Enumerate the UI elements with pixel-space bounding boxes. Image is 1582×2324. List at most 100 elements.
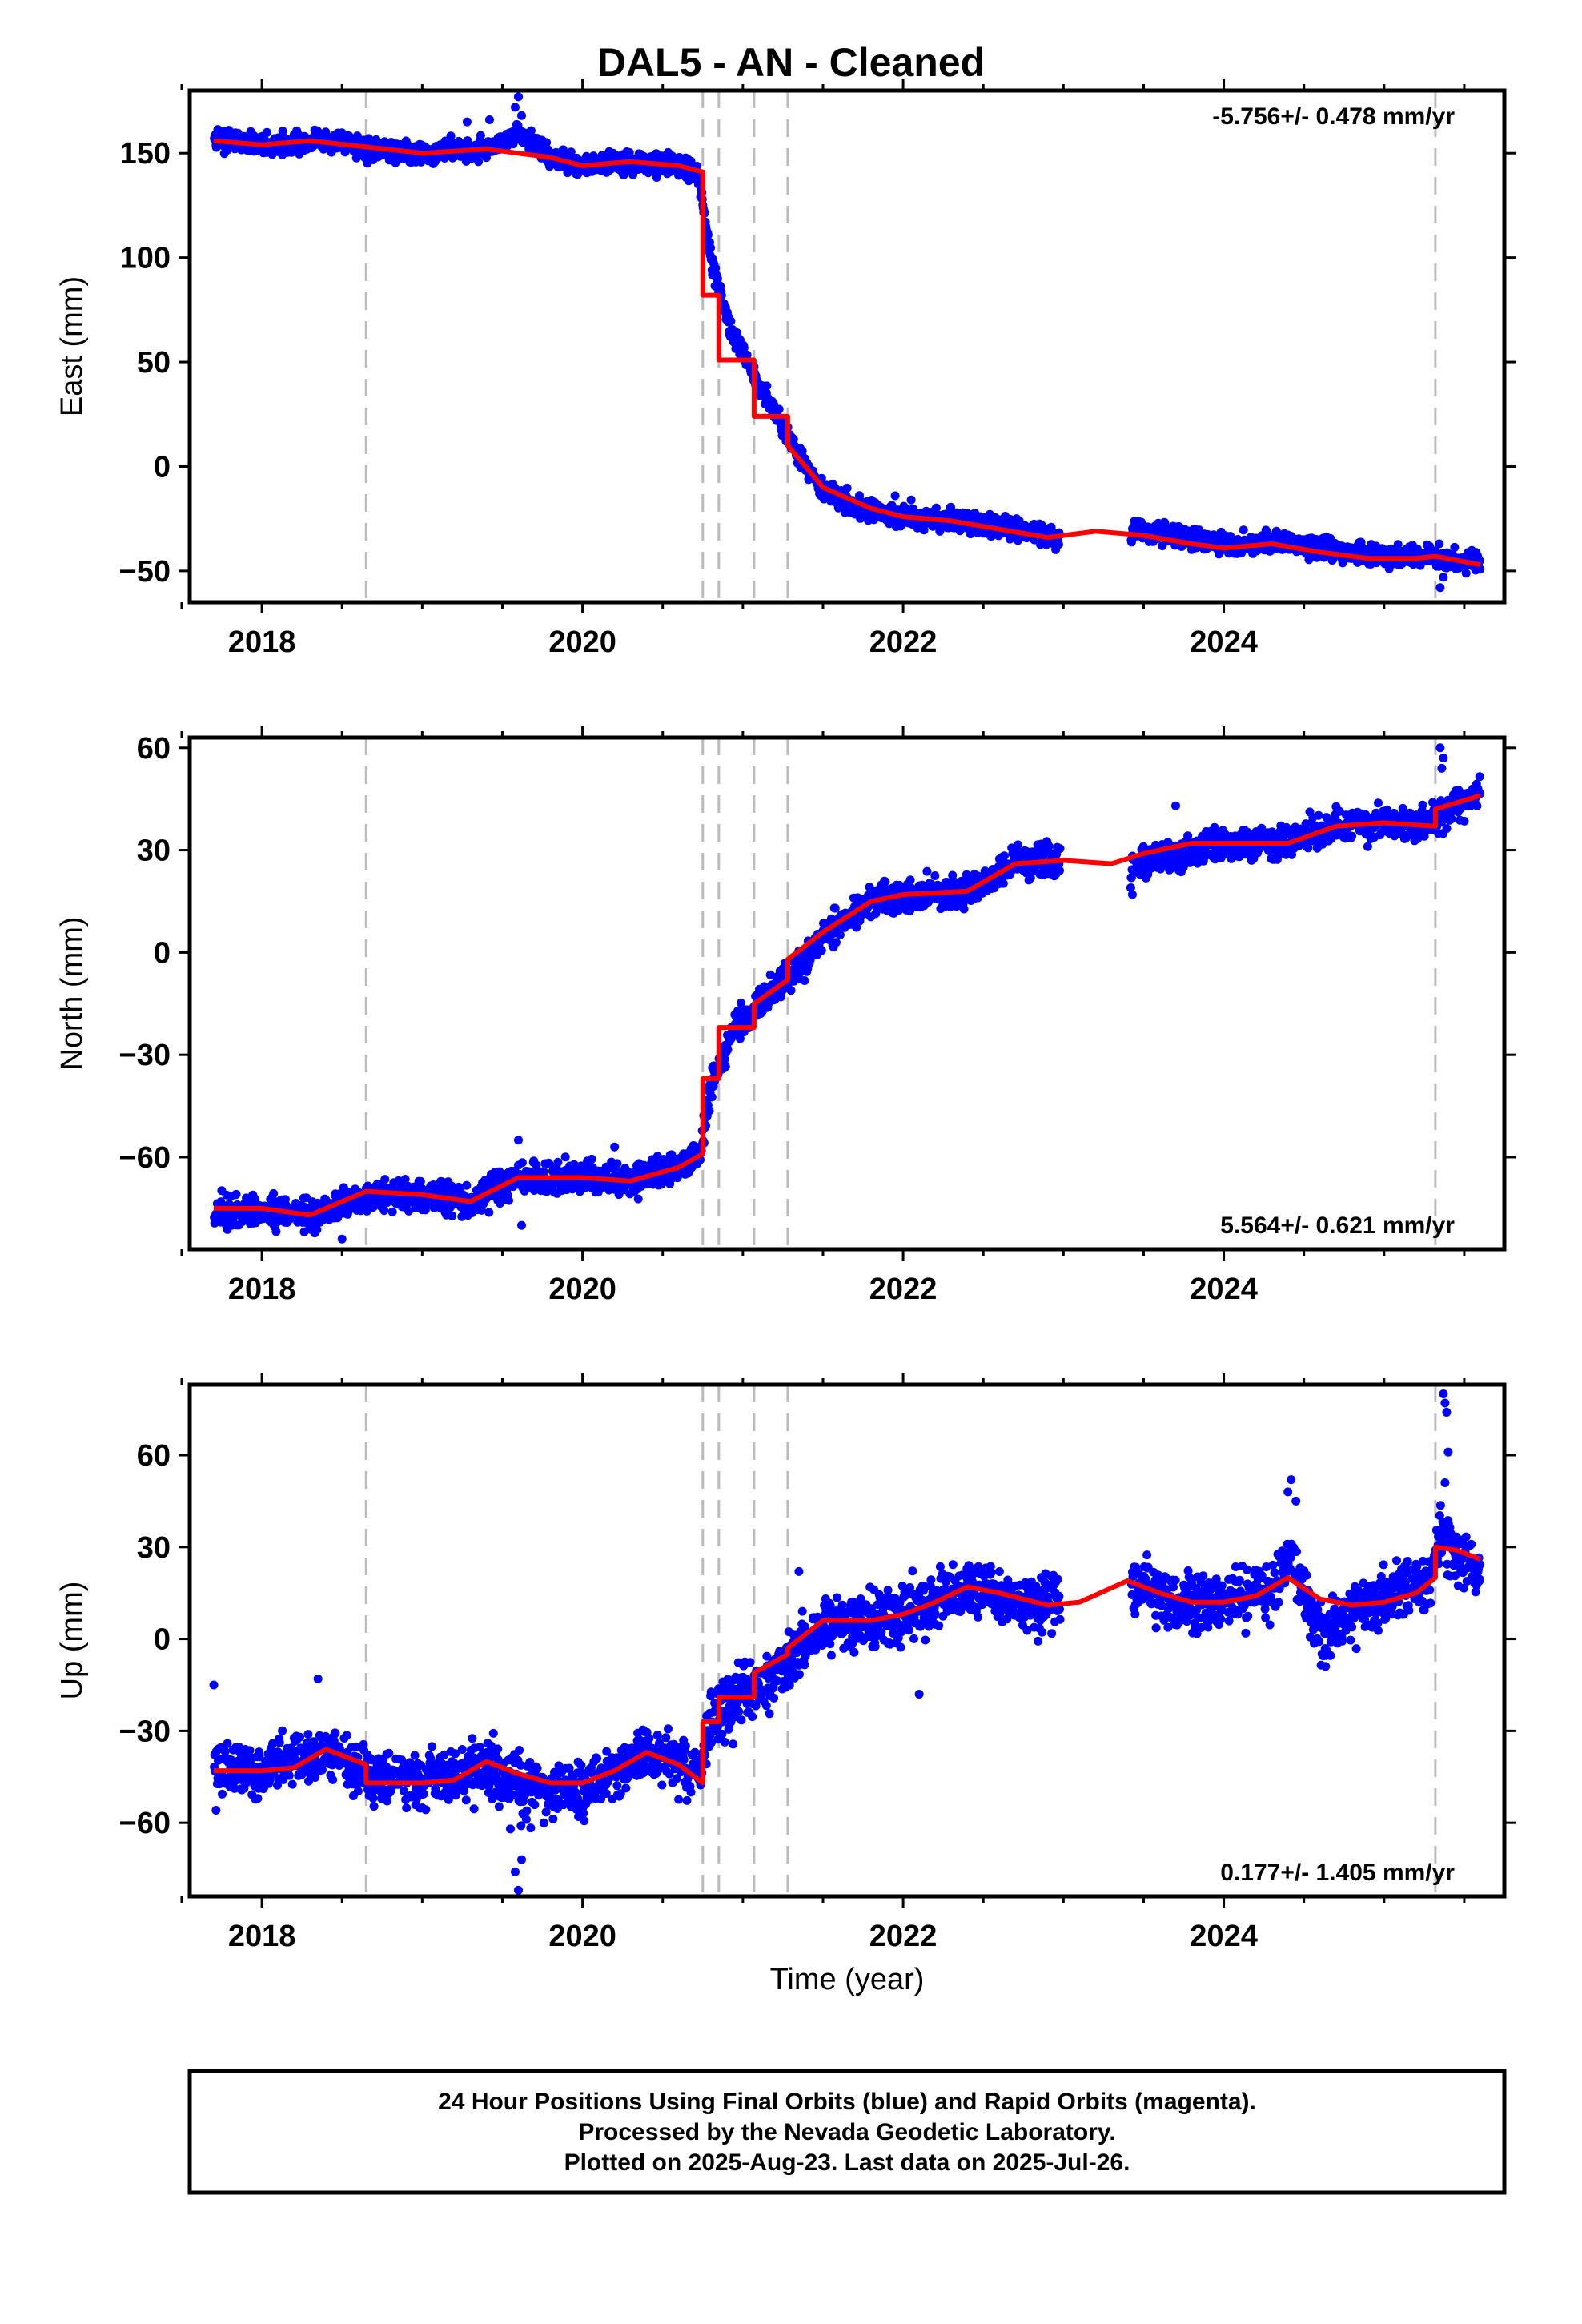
x-tick-label: 2024 [1190, 1273, 1258, 1306]
y-tick-label: 100 [120, 242, 171, 275]
data-point [922, 866, 932, 876]
data-point [871, 909, 881, 919]
data-point [703, 230, 713, 239]
data-point [1363, 842, 1372, 851]
data-point [1239, 525, 1248, 535]
data-point [835, 930, 845, 939]
data-point [735, 1034, 745, 1043]
data-point [786, 986, 796, 995]
data-point [352, 131, 362, 141]
data-point [706, 243, 716, 252]
data-point [1461, 569, 1471, 578]
data-point [711, 263, 721, 273]
data-point [467, 154, 476, 163]
data-point [1450, 542, 1460, 552]
data-point [1435, 539, 1444, 549]
data-point [1026, 873, 1035, 883]
data-point [1013, 840, 1022, 850]
data-point [1335, 806, 1344, 816]
data-point [404, 1206, 413, 1216]
data-point [998, 879, 1008, 888]
y-axis-title: East (mm) [55, 276, 89, 416]
x-tick-label: 2020 [548, 625, 616, 659]
x-tick-label: 2022 [869, 1273, 938, 1306]
data-point [737, 998, 745, 1007]
outlier-point [517, 111, 527, 120]
data-point [474, 157, 484, 167]
data-point [416, 1176, 425, 1186]
data-point [1183, 831, 1193, 841]
data-point [831, 938, 841, 947]
data-point [566, 147, 576, 157]
data-point [1138, 842, 1148, 851]
data-point [1055, 866, 1064, 875]
y-tick-label: −50 [119, 555, 171, 589]
data-point [999, 851, 1009, 861]
data-point [881, 877, 890, 887]
data-point [930, 871, 940, 880]
y-tick-label: 50 [137, 346, 171, 380]
data-point [560, 1152, 570, 1162]
data-point [707, 1092, 717, 1102]
data-point [526, 126, 536, 135]
data-point [462, 1180, 472, 1190]
outlier-point [484, 115, 494, 125]
data-point [587, 1154, 596, 1164]
outlier-point [462, 117, 472, 127]
plot-area [210, 90, 1485, 602]
data-point [774, 404, 784, 414]
data-point [817, 946, 826, 955]
data-point [1383, 805, 1391, 814]
data-point [720, 1055, 729, 1064]
data-points [210, 92, 1485, 593]
data-point [476, 131, 485, 140]
data-point [387, 1207, 397, 1216]
data-point [400, 1175, 410, 1184]
data-point [713, 274, 722, 283]
data-point [739, 343, 749, 352]
y-tick-label: 150 [120, 137, 171, 171]
data-point [633, 1194, 643, 1204]
data-point [1347, 831, 1357, 841]
y-tick-label: 60 [137, 732, 171, 766]
y-tick-label: 30 [137, 834, 171, 868]
data-point [517, 1158, 527, 1168]
data-point [269, 1188, 279, 1198]
data-point [312, 1225, 322, 1235]
x-tick-label: 2022 [869, 625, 938, 659]
data-point [855, 916, 865, 926]
data-points [210, 743, 1485, 1244]
data-point [271, 1227, 281, 1236]
model-line [213, 138, 1481, 568]
data-point [612, 1159, 622, 1168]
data-point [1044, 842, 1054, 851]
x-tick-label: 2020 [548, 1273, 616, 1306]
data-point [448, 1211, 457, 1220]
data-point [504, 1196, 513, 1205]
plot-frame [187, 88, 1507, 605]
data-point [905, 875, 915, 885]
data-point [842, 483, 852, 493]
data-point [1054, 540, 1063, 549]
data-point [1158, 541, 1167, 551]
outlier-point [1439, 573, 1448, 582]
data-point [1294, 841, 1303, 850]
data-point [513, 120, 523, 130]
x-tick-label: 2018 [228, 625, 296, 659]
rate-label: -5.756+/- 0.478 mm/yr [1212, 103, 1455, 130]
y-axis-title: North (mm) [55, 916, 89, 1070]
plot-area [210, 738, 1485, 1249]
data-point [1476, 565, 1485, 574]
data-point [1314, 810, 1323, 820]
data-point [721, 1062, 730, 1072]
data-point [1055, 844, 1065, 854]
data-point [379, 1206, 389, 1216]
data-point [959, 904, 969, 914]
y-tick-label: 0 [154, 936, 171, 970]
outlier-point [906, 495, 916, 505]
outlier-point [514, 92, 523, 102]
data-point [1374, 798, 1383, 808]
x-tick-label: 2024 [1190, 625, 1258, 659]
